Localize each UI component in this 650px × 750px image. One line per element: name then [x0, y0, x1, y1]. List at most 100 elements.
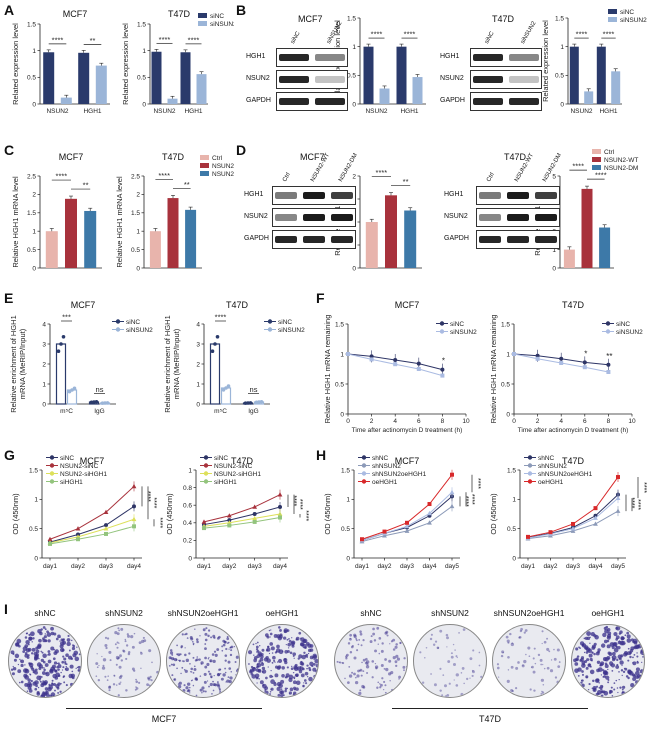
data-point [606, 362, 611, 367]
colony-dot [250, 672, 254, 676]
colony-plate-label: shNSUN2oeHGH1 [493, 608, 565, 618]
colony-dot [114, 631, 118, 635]
colony-dot [20, 659, 25, 664]
colony-plate [8, 624, 82, 698]
colony-dot [213, 650, 217, 653]
colony-dot [298, 654, 303, 659]
colony-dot [291, 644, 295, 648]
colony-dot [293, 691, 297, 695]
colony-dot [607, 651, 611, 655]
colony-dot [53, 648, 56, 651]
colony-dot [140, 667, 142, 670]
colony-dot [314, 658, 318, 664]
legend-label: siNSUN2 [620, 17, 647, 24]
colony-dot [446, 694, 450, 697]
colony-dot [627, 659, 630, 662]
colony-dot [453, 679, 455, 681]
colony-dot [599, 684, 604, 689]
colony-dot [32, 637, 35, 640]
colony-dot [170, 663, 173, 666]
colony-dot [278, 683, 283, 689]
colony-dot [179, 653, 182, 656]
colony-dot [626, 631, 630, 635]
significance-label: **** [576, 30, 588, 39]
colony-dot [196, 640, 199, 644]
colony-dot [347, 681, 350, 684]
colony-dot [64, 660, 67, 664]
colony-dot [27, 686, 32, 690]
colony-dot [202, 690, 205, 693]
colony-dot [259, 645, 261, 647]
colony-dot [189, 662, 191, 665]
y-tick-label: 2 [136, 192, 140, 199]
bar [149, 231, 161, 268]
colony-dot [276, 666, 281, 670]
y-tick-label: 0 [352, 101, 356, 108]
colony-dot [550, 659, 553, 661]
legend-label: NSUN2-siNC [60, 463, 99, 470]
data-point [75, 526, 81, 531]
colony-dot [127, 652, 131, 656]
blot-band [507, 236, 529, 243]
panel-letter-d: D [236, 142, 247, 158]
data-point [227, 518, 232, 523]
bar [412, 77, 423, 104]
colony-dot [609, 690, 613, 694]
colony-dot [580, 681, 583, 684]
colony-dot [173, 657, 178, 662]
colony-dot [463, 682, 465, 685]
colony-dot [621, 636, 625, 640]
legend-label: siNSUN2 [210, 21, 234, 28]
colony-dot [135, 678, 137, 681]
colony-dot [104, 636, 108, 639]
colony-dot [305, 682, 308, 685]
colony-dot [29, 673, 32, 676]
colony-dot [265, 656, 269, 660]
colony-dot [506, 679, 510, 683]
colony-dot [295, 687, 299, 691]
chart-title: T47D [231, 456, 254, 466]
x-tick-label: day3 [99, 563, 113, 570]
colony-dot [138, 641, 142, 645]
colony-dot [384, 691, 387, 694]
y-tick-label: 0.5 [507, 526, 516, 533]
colony-dot [30, 665, 34, 669]
colony-dot [183, 668, 186, 671]
blot-band [479, 214, 501, 221]
colony-dot [102, 658, 107, 662]
colony-dot [194, 677, 198, 681]
data-point [606, 370, 611, 374]
significance-label: **** [144, 491, 151, 502]
colony-dot [300, 642, 304, 647]
colony-dot [24, 636, 28, 639]
legend-label: siNC [126, 319, 140, 326]
significance-label: **** [290, 495, 297, 506]
bar [404, 210, 417, 268]
colony-dot [356, 674, 360, 678]
colony-dot [127, 650, 131, 654]
colony-dot [507, 669, 510, 671]
significance-label: **** [296, 499, 303, 510]
x-axis-label: Time after actinomycin D treatment (h) [518, 427, 629, 434]
colony-dot [594, 678, 600, 683]
y-axis-label-line: mRNA (MeRIP/Input) [172, 328, 181, 399]
colony-dot [620, 654, 624, 658]
colony-dot [430, 673, 432, 675]
bar [209, 343, 221, 405]
colony-dot [574, 662, 579, 666]
colony-dot [379, 686, 382, 689]
blot-band [275, 192, 297, 199]
y-axis-label: Relative HGH1 mRNA remaining [489, 315, 498, 424]
colony-dot [184, 653, 187, 657]
y-tick-label: 0.2 [183, 538, 192, 545]
colony-dot [130, 634, 134, 639]
colony-dot [548, 650, 551, 653]
data-point [404, 523, 410, 529]
colony-dot [182, 660, 185, 663]
colony-dot [61, 660, 65, 664]
colony-dot [362, 639, 365, 642]
colony-dot [296, 680, 301, 686]
colony-dot [189, 692, 191, 694]
x-tick-label: day2 [71, 563, 85, 570]
data-point [48, 541, 52, 546]
